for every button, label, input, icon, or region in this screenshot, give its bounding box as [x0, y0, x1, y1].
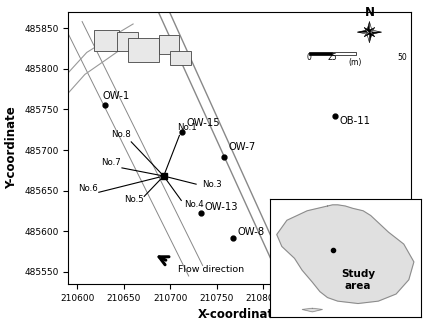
Text: (m): (m): [349, 58, 362, 67]
X-axis label: X-coordinate: X-coordinate: [198, 308, 282, 321]
Polygon shape: [368, 27, 375, 32]
Polygon shape: [159, 35, 179, 54]
Polygon shape: [369, 22, 372, 32]
Polygon shape: [366, 22, 369, 32]
Text: Study
area: Study area: [341, 269, 375, 290]
Polygon shape: [277, 205, 414, 303]
Polygon shape: [117, 32, 138, 51]
Text: No.3: No.3: [202, 180, 221, 189]
Text: 25: 25: [328, 53, 337, 62]
Polygon shape: [368, 32, 375, 37]
Text: No.6: No.6: [78, 184, 98, 194]
Bar: [332, 52, 356, 55]
Polygon shape: [302, 308, 323, 312]
Polygon shape: [369, 27, 375, 33]
Y-axis label: Y-coordinate: Y-coordinate: [6, 107, 19, 189]
Text: OW-15: OW-15: [187, 118, 221, 128]
Text: OB-11: OB-11: [340, 116, 371, 126]
Text: OW-7: OW-7: [229, 142, 256, 152]
Text: 0: 0: [307, 53, 312, 62]
Polygon shape: [364, 31, 369, 37]
Polygon shape: [128, 38, 159, 62]
Polygon shape: [170, 51, 190, 65]
Polygon shape: [369, 32, 372, 43]
Text: No.7: No.7: [102, 158, 121, 167]
Polygon shape: [364, 32, 371, 37]
Text: No.1: No.1: [177, 123, 196, 132]
Polygon shape: [357, 29, 369, 32]
Text: OW-1: OW-1: [102, 91, 130, 101]
Polygon shape: [94, 30, 119, 51]
Text: No.4: No.4: [184, 200, 204, 209]
Text: OW-8: OW-8: [238, 227, 265, 236]
Text: OW-13: OW-13: [204, 202, 238, 212]
Text: N: N: [365, 6, 374, 19]
Polygon shape: [357, 32, 369, 35]
Polygon shape: [369, 29, 382, 32]
Polygon shape: [369, 31, 375, 37]
Polygon shape: [369, 32, 382, 35]
Text: No.5: No.5: [124, 195, 144, 204]
Polygon shape: [364, 27, 371, 32]
Bar: [309, 52, 332, 55]
Text: 50: 50: [397, 53, 407, 62]
Text: No.8: No.8: [111, 130, 130, 139]
Text: Flow direction: Flow direction: [178, 266, 244, 274]
Polygon shape: [366, 32, 369, 43]
Polygon shape: [364, 27, 369, 33]
